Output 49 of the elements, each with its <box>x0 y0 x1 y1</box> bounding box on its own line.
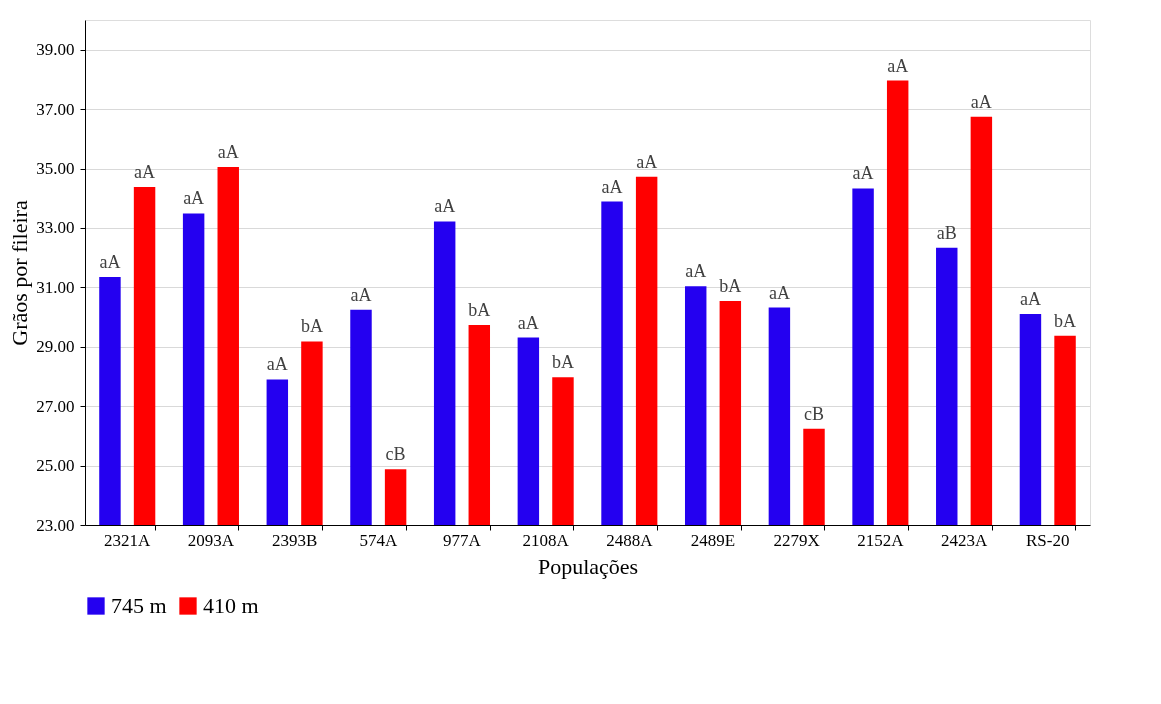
data-label: bA <box>1054 310 1077 331</box>
x-tick-label: 2423A <box>940 530 988 550</box>
legend-label: 410 m <box>203 593 259 618</box>
data-label: aA <box>970 91 992 112</box>
x-tick-label: 977A <box>443 530 482 550</box>
legend-label: 745 m <box>111 593 167 618</box>
x-tick-label: 2393B <box>271 530 318 550</box>
data-label: cB <box>804 403 824 424</box>
x-tick-label: 2279X <box>773 530 820 550</box>
y-tick-label: 37.00 <box>36 99 75 119</box>
data-label: aA <box>852 163 874 184</box>
x-tick-label: 2488A <box>606 530 654 550</box>
x-tick-label: 2152A <box>857 530 905 550</box>
x-tick-label: 2321A <box>104 530 152 550</box>
y-tick-label: 23.00 <box>36 515 75 535</box>
data-label: aA <box>134 161 156 182</box>
data-label: aA <box>1019 289 1041 310</box>
data-label: aA <box>434 196 456 217</box>
y-tick-label: 27.00 <box>36 396 75 416</box>
data-label: aA <box>887 55 909 76</box>
x-tick-label: 574A <box>359 530 398 550</box>
x-tick-label: RS-20 <box>1026 530 1070 550</box>
data-label: aA <box>183 188 205 209</box>
x-tick-label: 2108A <box>522 530 570 550</box>
y-tick-label: 33.00 <box>36 218 75 238</box>
data-label: aA <box>99 251 121 272</box>
y-tick-label: 39.00 <box>36 40 75 60</box>
data-label: bA <box>719 276 742 297</box>
x-tick-label: 2489E <box>690 530 736 550</box>
y-axis-title: Grãos por fileira <box>7 200 33 346</box>
data-label: aA <box>350 284 372 305</box>
data-label: aA <box>217 142 239 163</box>
data-label: bA <box>468 300 491 321</box>
x-axis-title: Populações <box>537 553 639 579</box>
y-tick-label: 31.00 <box>36 277 75 297</box>
data-label: cB <box>385 444 406 465</box>
y-tick-label: 29.00 <box>36 337 75 357</box>
data-label: aA <box>685 261 707 282</box>
data-label: aA <box>636 151 658 172</box>
data-label: aA <box>768 282 790 303</box>
data-label: bA <box>300 316 323 337</box>
y-tick-label: 35.00 <box>36 159 75 179</box>
data-label: aA <box>266 354 288 375</box>
data-label: aA <box>517 312 539 333</box>
data-label: aB <box>936 222 957 243</box>
data-label: bA <box>551 352 574 373</box>
data-label: aA <box>601 176 623 197</box>
y-tick-label: 25.00 <box>36 456 75 476</box>
x-tick-label: 2093A <box>187 530 235 550</box>
